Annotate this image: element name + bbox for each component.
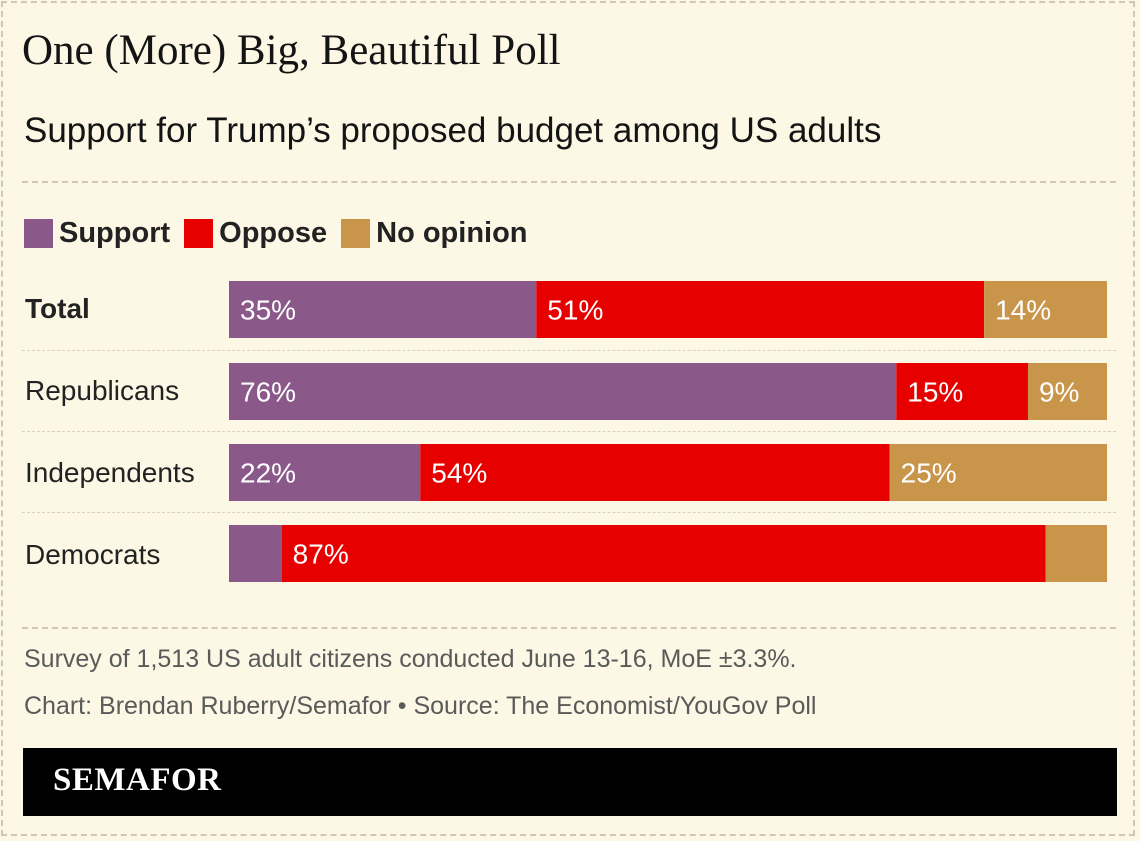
legend-label-support: Support: [59, 216, 171, 249]
chart-subtitle: Support for Trump’s proposed budget amon…: [24, 111, 882, 150]
chart-title: One (More) Big, Beautiful Poll: [22, 27, 561, 74]
bar-independents-oppose: [420, 444, 890, 501]
bar-independents-support: [229, 444, 421, 501]
bar-republicans-support: [229, 363, 897, 420]
bar-republicans-oppose: [896, 363, 1028, 420]
chart-credit: Chart: Brendan Ruberry/Semafor • Source:…: [24, 692, 817, 720]
bar-republicans-no-opinion: [1027, 363, 1107, 420]
legend-swatch-no-opinion: [341, 218, 371, 248]
brand-logo: SEMAFOR: [53, 762, 222, 798]
bar-democrats-oppose: [281, 525, 1046, 582]
bar-independents-no-opinion: [889, 444, 1107, 501]
data-label-independents-oppose: 54%: [431, 458, 487, 489]
data-label-republicans-oppose: 15%: [907, 377, 963, 408]
legend-label-oppose: Oppose: [219, 216, 328, 249]
brand-footer: SEMAFOR: [23, 748, 1117, 816]
data-label-independents-support: 22%: [240, 458, 296, 489]
bar-total-oppose: [536, 281, 985, 338]
data-label-total-support: 35%: [240, 295, 296, 326]
legend: Support Oppose No opinion: [24, 215, 542, 251]
data-label-republicans-support: 76%: [240, 377, 296, 408]
bar-total-no-opinion: [984, 281, 1107, 338]
survey-note: Survey of 1,513 US adult citizens conduc…: [24, 645, 797, 673]
legend-item-support: Support: [24, 217, 170, 250]
bar-total-support: [229, 281, 537, 338]
data-label-republicans-no-opinion: 9%: [1039, 377, 1079, 408]
category-label-democrats: Democrats: [25, 539, 161, 570]
data-label-independents-no-opinion: 25%: [901, 458, 957, 489]
header-divider: [22, 181, 1116, 183]
row-separator: [22, 431, 1116, 432]
bar-democrats-support: [229, 525, 282, 582]
data-label-total-no-opinion: 14%: [995, 295, 1051, 326]
data-label-total-oppose: 51%: [547, 295, 603, 326]
footer-divider: [22, 627, 1116, 629]
category-label-republicans: Republicans: [25, 375, 180, 406]
category-label-total: Total: [25, 293, 90, 324]
legend-swatch-support: [24, 218, 53, 248]
bar-democrats-no-opinion: [1045, 525, 1107, 582]
row-separator: [22, 350, 1116, 351]
legend-label-no-opinion: No opinion: [376, 216, 528, 249]
row-separator: [22, 512, 1116, 513]
category-label-independents: Independents: [25, 457, 195, 488]
legend-swatch-oppose: [184, 218, 214, 248]
legend-item-no-opinion: No opinion: [341, 216, 528, 250]
data-label-democrats-oppose: 87%: [293, 539, 349, 570]
legend-item-oppose: Oppose: [184, 217, 327, 250]
